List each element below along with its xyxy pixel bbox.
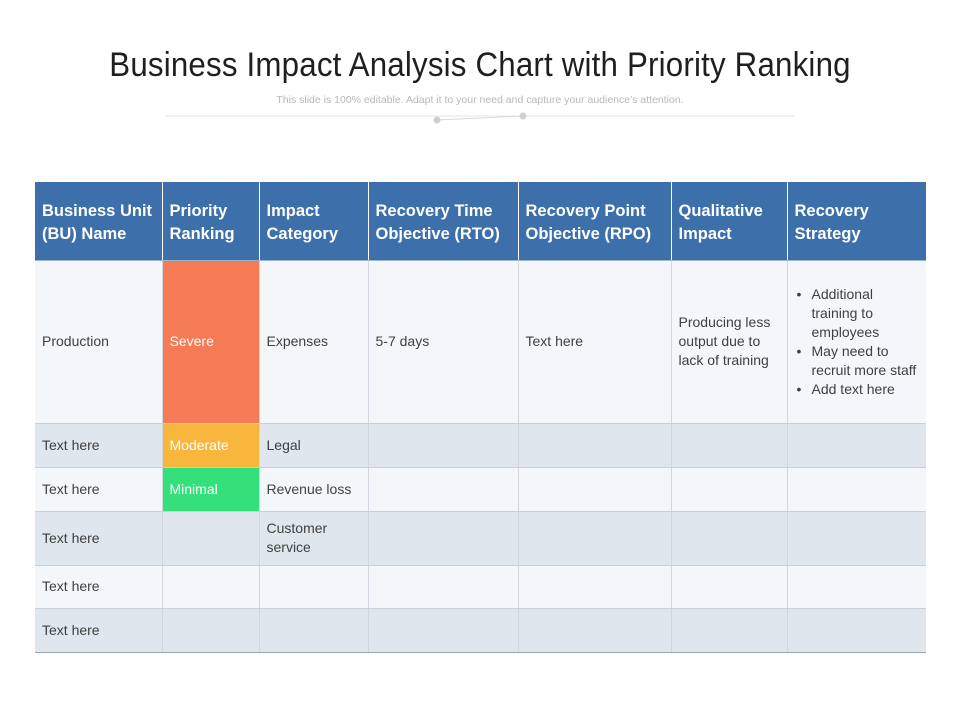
table-row: Text here <box>35 565 926 609</box>
priority-badge-moderate: Moderate <box>162 423 260 468</box>
strategy-item: Additional training to employees <box>797 285 919 342</box>
cell-qualitative: Producing less output due to lack of tra… <box>671 260 788 424</box>
cell-rpo <box>518 608 672 653</box>
cell-strategy <box>787 565 926 609</box>
table-row: Text here Minimal Revenue loss <box>35 467 926 512</box>
header-impact-category: Impact Category <box>259 182 369 261</box>
header-rpo: Recovery Point Objective (RPO) <box>518 182 672 261</box>
cell-qualitative <box>671 467 788 512</box>
table-row: Text here Moderate Legal <box>35 423 926 468</box>
cell-category <box>259 608 369 653</box>
cell-category: Expenses <box>259 260 369 424</box>
table-header-row: Business Unit (BU) Name Priority Ranking… <box>35 182 926 261</box>
priority-badge-minimal: Minimal <box>162 467 260 512</box>
cell-bu: Text here <box>35 511 163 566</box>
cell-category: Revenue loss <box>259 467 369 512</box>
priority-badge-severe: Severe <box>162 260 260 424</box>
header-recovery-strategy: Recovery Strategy <box>787 182 926 261</box>
cell-rpo <box>518 511 672 566</box>
table-row: Production Severe Expenses 5-7 days Text… <box>35 260 926 424</box>
cell-strategy: Additional training to employees May nee… <box>787 260 926 424</box>
cell-category: Legal <box>259 423 369 468</box>
table-row: Text here <box>35 608 926 653</box>
cell-rto <box>368 608 519 653</box>
cell-rpo: Text here <box>518 260 672 424</box>
cell-bu: Text here <box>35 608 163 653</box>
cell-strategy <box>787 511 926 566</box>
strategy-item: Add text here <box>797 380 919 399</box>
cell-priority <box>162 511 260 566</box>
strategy-list: Additional training to employees May nee… <box>795 285 919 399</box>
page-subtitle: This slide is 100% editable. Adapt it to… <box>276 94 684 106</box>
cell-rto <box>368 423 519 468</box>
cell-bu: Text here <box>35 565 163 609</box>
cell-bu: Text here <box>35 467 163 512</box>
strategy-item: May need to recruit more staff <box>797 342 919 380</box>
cell-rto: 5-7 days <box>368 260 519 424</box>
cell-strategy <box>787 608 926 653</box>
cell-priority <box>162 608 260 653</box>
header-qualitative-impact: Qualitative Impact <box>671 182 788 261</box>
cell-bu: Text here <box>35 423 163 468</box>
cell-bu: Production <box>35 260 163 424</box>
header-rto: Recovery Time Objective (RTO) <box>368 182 519 261</box>
table-row: Text here Customer service <box>35 511 926 566</box>
header-bu-name: Business Unit (BU) Name <box>35 182 163 261</box>
bia-table: Business Unit (BU) Name Priority Ranking… <box>35 182 926 653</box>
cell-qualitative <box>671 608 788 653</box>
cell-rto <box>368 467 519 512</box>
cell-qualitative <box>671 423 788 468</box>
decorative-divider <box>165 112 795 124</box>
cell-qualitative <box>671 565 788 609</box>
cell-category: Customer service <box>259 511 369 566</box>
cell-qualitative <box>671 511 788 566</box>
page-title: Business Impact Analysis Chart with Prio… <box>109 46 851 84</box>
cell-rto <box>368 565 519 609</box>
cell-rpo <box>518 565 672 609</box>
cell-strategy <box>787 423 926 468</box>
cell-category <box>259 565 369 609</box>
cell-rto <box>368 511 519 566</box>
header-priority-ranking: Priority Ranking <box>162 182 260 261</box>
cell-priority <box>162 565 260 609</box>
cell-rpo <box>518 423 672 468</box>
cell-rpo <box>518 467 672 512</box>
cell-strategy <box>787 467 926 512</box>
